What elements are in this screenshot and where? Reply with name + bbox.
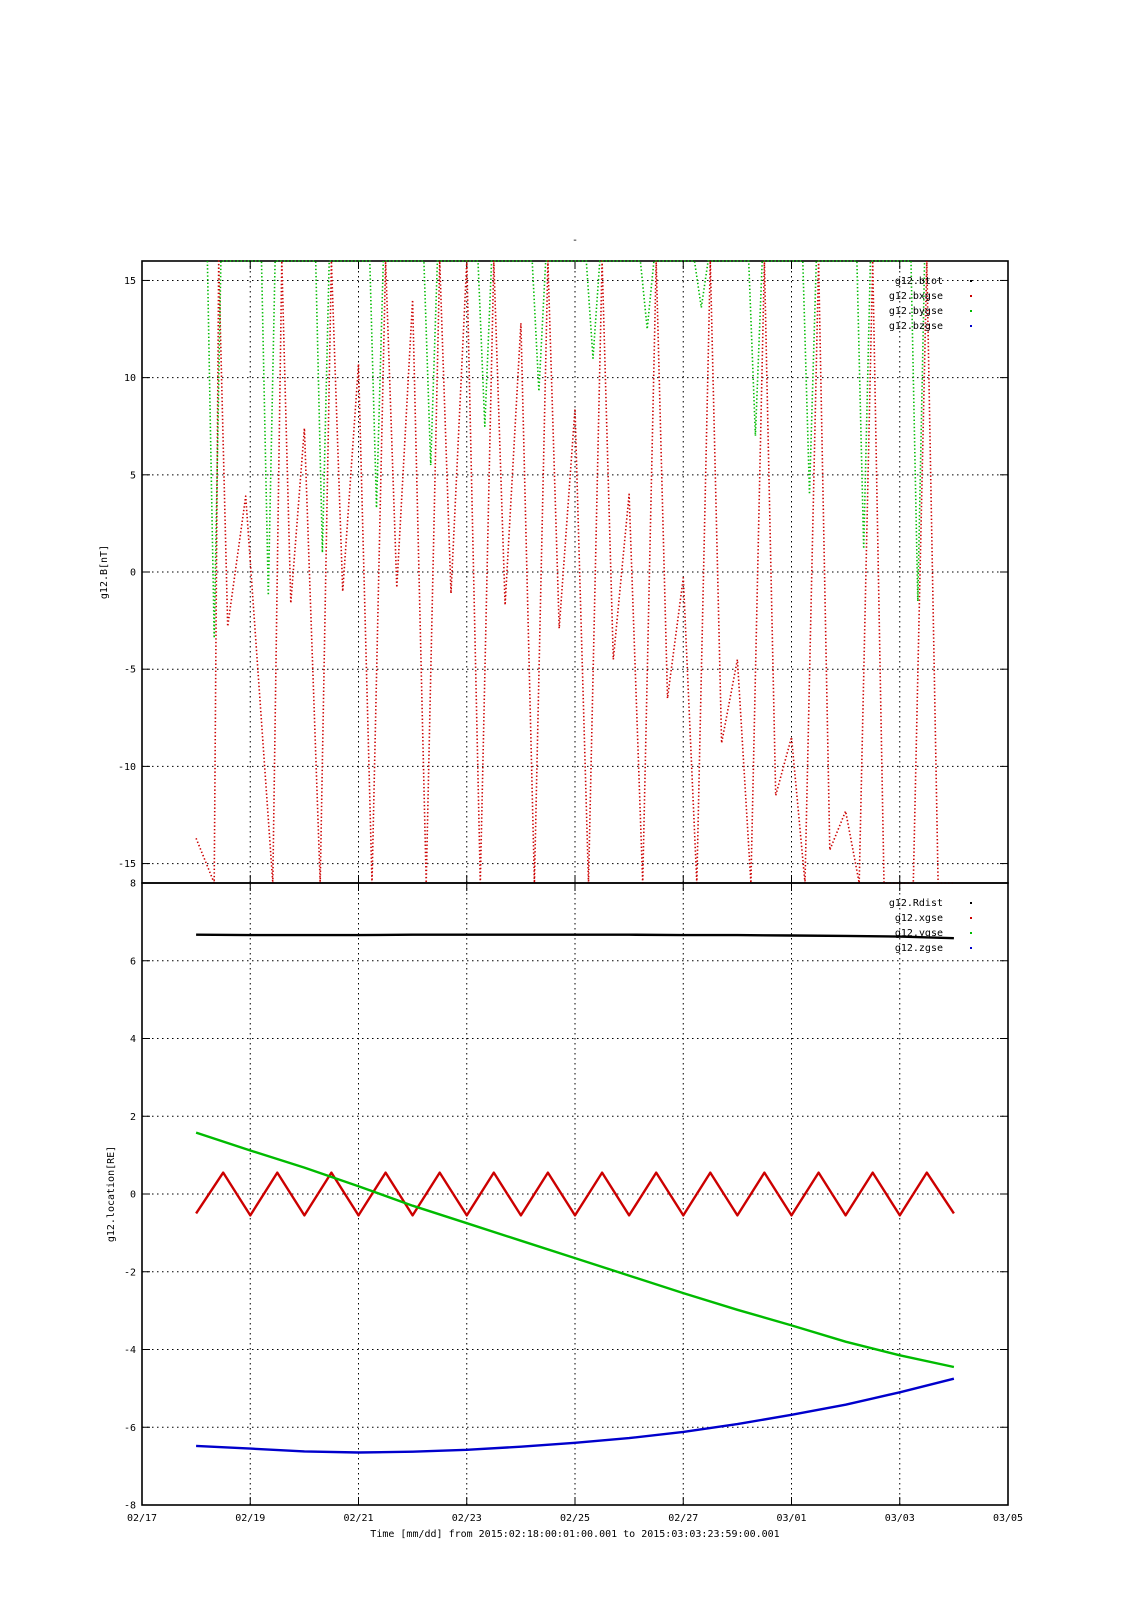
legend-marker-g12-bygse bbox=[970, 310, 972, 312]
x-tick-label: 02/19 bbox=[235, 1513, 265, 1524]
magnetic-field-y-tick-label: 5 bbox=[130, 470, 136, 481]
legend-marker-g12-ygse bbox=[970, 932, 972, 934]
magnetic-field-series bbox=[195, 260, 954, 884]
x-tick-label: 03/01 bbox=[776, 1513, 806, 1524]
figure-title: - bbox=[572, 235, 578, 246]
series-g12-bxgse bbox=[195, 260, 954, 884]
time-axis-label: Time [mm/dd] from 2015:02:18:00:01:00.00… bbox=[370, 1529, 779, 1540]
legend-marker-g12-xgse bbox=[970, 917, 972, 919]
legend-label-g12-xgse: g12.xgse bbox=[895, 913, 943, 924]
magnetic-field-y-tick-label: -10 bbox=[118, 762, 136, 773]
location-y-tick-label: 2 bbox=[130, 1112, 136, 1123]
magnetic-field-panel: -15 -10 -5 0 5 10 15 g12.btot g12.bxgse g12.bygs… bbox=[99, 260, 1009, 884]
x-tick-label: 02/23 bbox=[452, 1513, 482, 1524]
location-y-tick-label: -4 bbox=[124, 1345, 136, 1356]
magnetic-field-y-tick-label: -5 bbox=[124, 665, 136, 676]
time-axis: 02/17 02/19 02/21 02/23 02/25 02/27 03/01 03/03… bbox=[127, 1513, 1023, 1524]
series-g12-zgse bbox=[196, 1377, 955, 1454]
location-y-tick-label: 0 bbox=[130, 1190, 136, 1201]
x-tick-label: 02/27 bbox=[668, 1513, 698, 1524]
location-y-tick-label: -8 bbox=[124, 1501, 136, 1512]
location-y-tick-label: 8 bbox=[130, 879, 136, 890]
x-tick-label: 02/25 bbox=[560, 1513, 590, 1524]
magnetic-field-legend: g12.btot g12.bxgse g12.bygse g12.bzgse bbox=[889, 276, 972, 332]
series-g12-xgse bbox=[195, 1171, 955, 1217]
legend-marker-g12-rdist bbox=[970, 902, 972, 904]
location-legend: g12.Rdist g12.xgse g12.ygse g12.zgse bbox=[889, 898, 972, 954]
x-tick-label: 02/17 bbox=[127, 1513, 157, 1524]
series-g12-ygse bbox=[195, 1131, 955, 1369]
series-g12-rdist bbox=[196, 933, 954, 940]
location-series bbox=[195, 933, 955, 1454]
location-y-tick-label: 4 bbox=[130, 1034, 136, 1045]
legend-label-g12-bxgse: g12.bxgse bbox=[889, 291, 943, 302]
magnetic-field-y-tick-label: 0 bbox=[130, 568, 136, 579]
magnetic-field-grid: -15 -10 -5 0 5 10 15 bbox=[118, 261, 1009, 883]
legend-label-g12-rdist: g12.Rdist bbox=[889, 898, 943, 909]
legend-marker-g12-zgse bbox=[970, 947, 972, 949]
magnetic-field-y-tick-label: 15 bbox=[124, 276, 136, 287]
legend-label-g12-btot: g12.btot bbox=[895, 276, 943, 287]
magnetic-field-y-axis-label: g12.B[nT] bbox=[99, 545, 110, 599]
series-g12-bygse bbox=[206, 260, 926, 639]
location-y-tick-label: -6 bbox=[124, 1423, 136, 1434]
x-tick-label: 03/03 bbox=[885, 1513, 915, 1524]
location-y-tick-label: 6 bbox=[130, 956, 136, 967]
legend-label-g12-zgse: g12.zgse bbox=[895, 943, 943, 954]
legend-label-g12-ygse: g12.ygse bbox=[895, 928, 943, 939]
magnetic-field-y-tick-label: -15 bbox=[118, 859, 136, 870]
x-tick-label: 03/05 bbox=[993, 1513, 1023, 1524]
legend-marker-g12-bzgse bbox=[970, 325, 972, 327]
legend-label-g12-bzgse: g12.bzgse bbox=[889, 321, 943, 332]
location-y-tick-label: -2 bbox=[124, 1267, 136, 1278]
legend-marker-g12-bxgse bbox=[970, 295, 972, 297]
legend-marker-g12-btot bbox=[970, 280, 972, 282]
location-grid: -8 -6 -4 -2 0 2 4 6 8 bbox=[124, 879, 1009, 1512]
location-y-axis-label: g12.location[RE] bbox=[106, 1146, 117, 1242]
legend-label-g12-bygse: g12.bygse bbox=[889, 306, 943, 317]
x-tick-label: 02/21 bbox=[343, 1513, 373, 1524]
magnetic-field-y-tick-label: 10 bbox=[124, 373, 136, 384]
